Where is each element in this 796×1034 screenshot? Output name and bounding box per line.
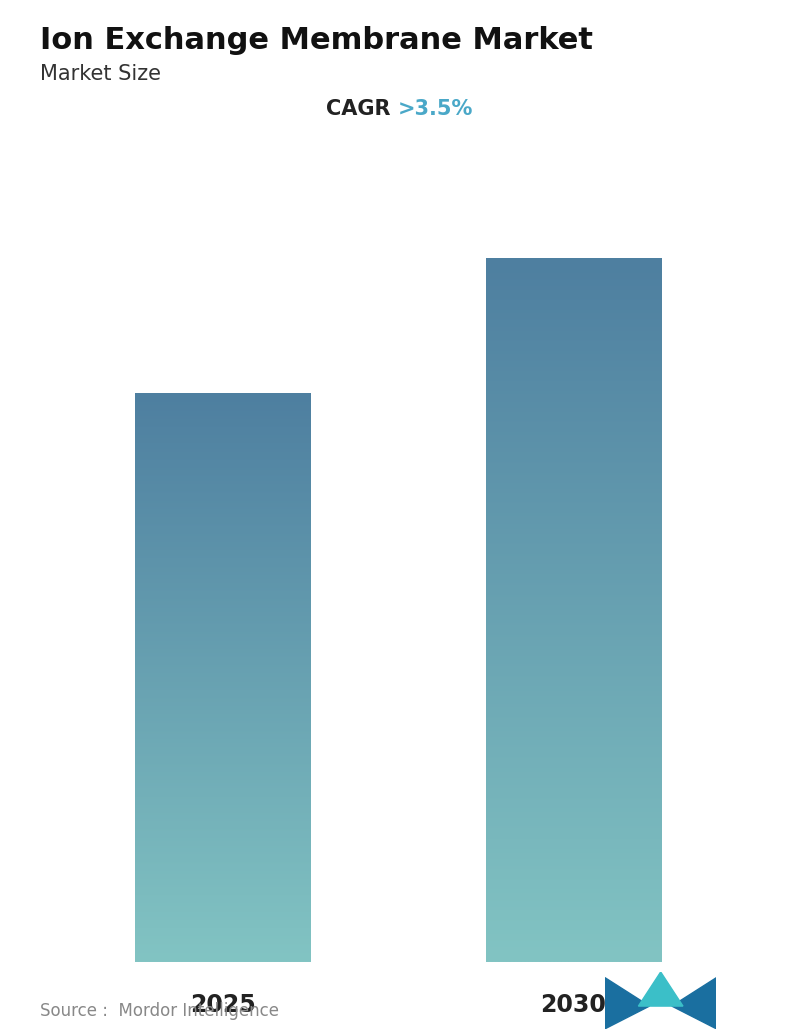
Polygon shape: [672, 978, 716, 1029]
Polygon shape: [638, 972, 683, 1006]
Text: 2025: 2025: [190, 993, 256, 1016]
Text: CAGR: CAGR: [326, 98, 398, 119]
Text: 2030: 2030: [540, 993, 606, 1016]
Text: Source :  Mordor Intelligence: Source : Mordor Intelligence: [40, 1002, 279, 1021]
Text: >3.5%: >3.5%: [398, 98, 474, 119]
Polygon shape: [605, 978, 650, 1029]
Text: Market Size: Market Size: [40, 64, 161, 84]
Text: Ion Exchange Membrane Market: Ion Exchange Membrane Market: [40, 26, 593, 55]
